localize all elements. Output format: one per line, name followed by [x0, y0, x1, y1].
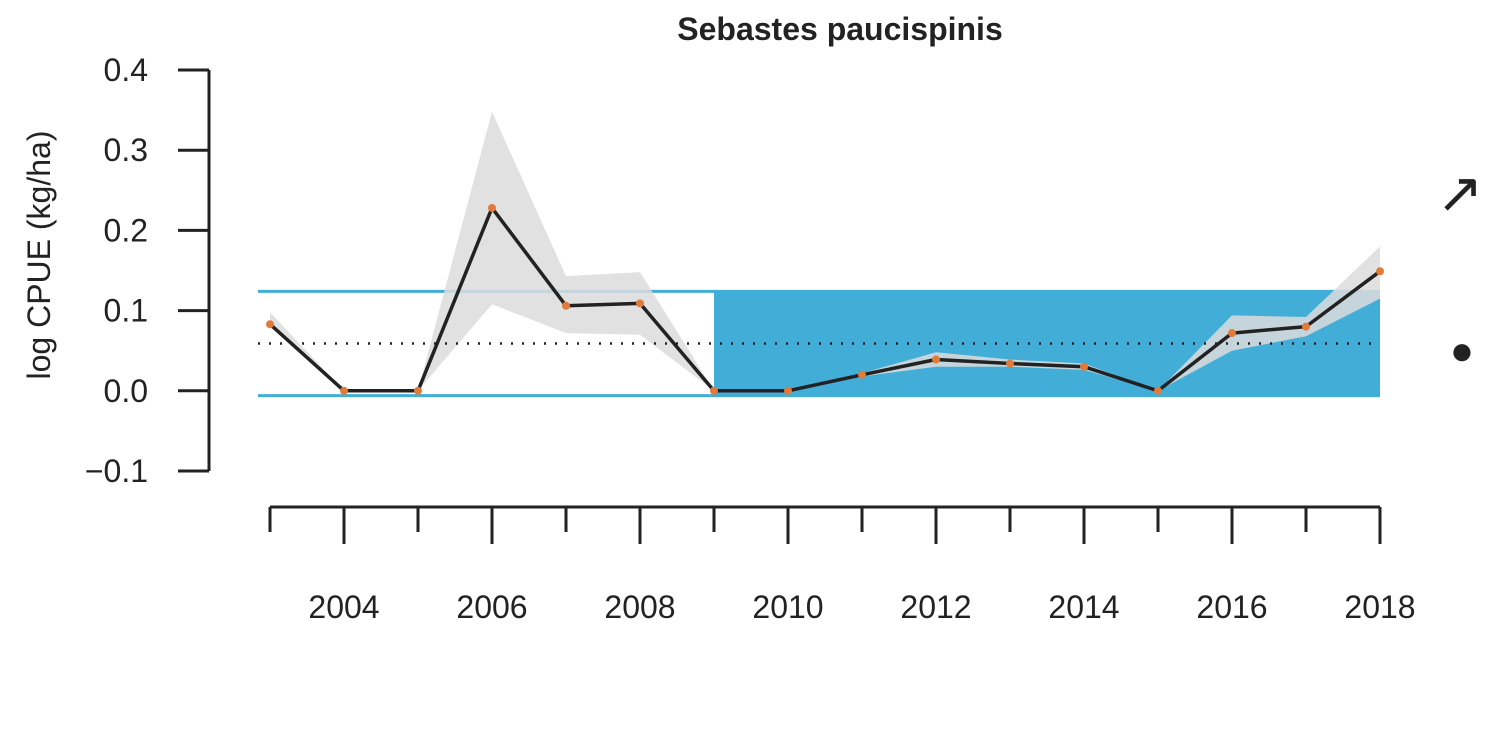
x-tick-label: 2012	[900, 589, 971, 625]
data-point-2006	[488, 203, 496, 212]
x-tick-label: 2004	[308, 589, 379, 625]
x-tick-label: 2010	[752, 589, 823, 625]
data-point-2008	[636, 299, 644, 308]
series-line	[268, 206, 1382, 393]
x-tick-label: 2016	[1196, 589, 1267, 625]
data-point-2003	[266, 320, 274, 329]
chart-title: Sebastes paucispinis	[677, 11, 1002, 47]
y-tick-label: 0.4	[104, 52, 148, 88]
data-point-2018	[1376, 267, 1384, 276]
data-point-2012	[932, 355, 940, 364]
x-tick-label: 2008	[604, 589, 675, 625]
data-point-2007	[562, 301, 570, 310]
x-axis: 2004 2006 2008 2010 2012 2014 2016 2018	[268, 505, 1416, 625]
data-point-2011	[858, 370, 866, 379]
y-tick-label: 0.2	[104, 212, 148, 248]
y-tick-label: 0.1	[104, 293, 148, 329]
data-point-2005	[414, 386, 422, 395]
data-point-2013	[1006, 359, 1014, 368]
trend-arrow-icon: ↗	[1437, 161, 1484, 224]
data-point-2010	[784, 386, 792, 395]
x-tick-label: 2006	[456, 589, 527, 625]
data-point-2017	[1302, 322, 1310, 331]
data-point-2015	[1154, 386, 1162, 395]
y-tick-label: 0.3	[104, 132, 148, 168]
x-tick-label: 2018	[1344, 589, 1415, 625]
y-tick-label: 0.0	[104, 373, 148, 409]
x-tick-label: 2014	[1048, 589, 1119, 625]
data-point-2016	[1228, 329, 1236, 338]
y-axis: −0.1 0.0 0.1 0.2 0.3 0.4	[85, 52, 211, 489]
confidence-band	[270, 111, 1380, 391]
recent-period-highlight	[714, 291, 1380, 396]
y-axis-label: log CPUE (kg/ha)	[21, 131, 57, 380]
data-point-2014	[1080, 362, 1088, 371]
status-dot-icon: ●	[1450, 329, 1474, 373]
y-tick-label: −0.1	[85, 453, 148, 489]
plot-area	[258, 111, 1384, 398]
data-point-2004	[340, 386, 348, 395]
data-point-2009	[710, 386, 718, 395]
